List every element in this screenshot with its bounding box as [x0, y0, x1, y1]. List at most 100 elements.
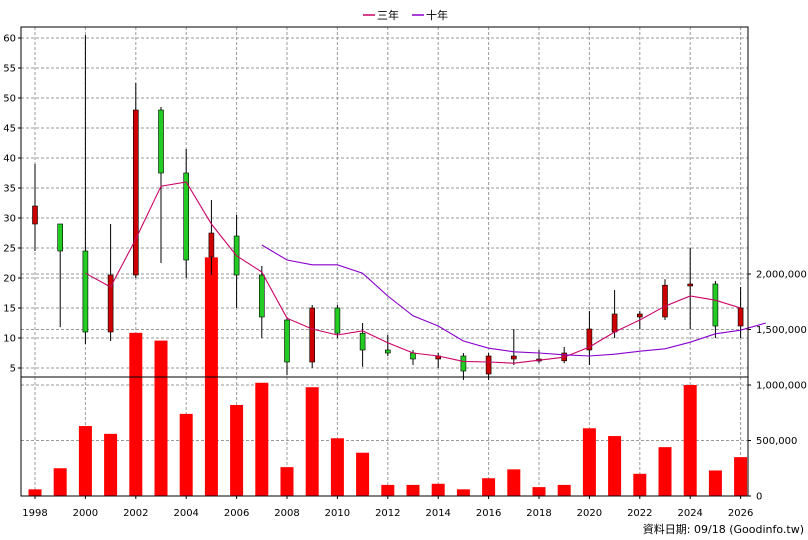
x-tick-label: 2000 [73, 508, 98, 519]
price-tick-label: 50 [3, 94, 16, 105]
volume-bar [683, 385, 697, 496]
x-tick-label: 2022 [627, 508, 652, 519]
x-tick-label: 2018 [526, 508, 551, 519]
candlestick [183, 149, 189, 278]
candle-body-down [384, 349, 391, 354]
volume-bar [280, 467, 294, 496]
grid [21, 27, 748, 496]
x-tick-label: 2014 [425, 508, 450, 519]
volume-bar [482, 478, 496, 496]
candle-body-down [460, 355, 467, 372]
candlestick [586, 311, 593, 365]
volume-bar [431, 483, 445, 496]
volume-bar [255, 382, 269, 496]
data-date-credit: 資料日期: 09/18 (Goodinfo.tw) [643, 522, 804, 536]
volume-bar [381, 484, 395, 496]
volume-bar [104, 433, 118, 496]
x-tick-label: 2010 [325, 508, 350, 519]
price-tick-label: 25 [3, 244, 16, 255]
candle-body-up [636, 313, 643, 318]
candle-body-up [485, 355, 492, 375]
plot-frame [20, 26, 749, 497]
volume-tick-label: 500,000 [756, 436, 797, 447]
candlestick [107, 224, 114, 341]
candlestick [32, 164, 38, 251]
candle-body-up [208, 232, 215, 258]
candlestick [460, 353, 467, 380]
price-tick-label: 5 [10, 364, 16, 375]
price-tick-label: 30 [3, 214, 16, 225]
volume-tick-label: 1,500,000 [756, 325, 807, 336]
price-tick-label: 55 [3, 64, 16, 75]
price-tick-label: 15 [3, 304, 16, 315]
axis-labels: 5 10 15 20 25 30 35 40 45 50 55 60 0 500,000 1,000,000… [3, 34, 807, 520]
price-tick-label: 45 [3, 124, 16, 135]
candlestick [82, 35, 89, 344]
legend-label: 三年 [377, 8, 399, 22]
candlestick [208, 200, 215, 275]
x-tick-label: 2026 [728, 508, 753, 519]
volume-bar [734, 457, 748, 496]
volume-tick-label: 1,000,000 [756, 381, 807, 392]
candlestick [57, 223, 64, 328]
candle-body-up [737, 307, 744, 327]
legend-item: 三年 [363, 8, 399, 22]
candle-body-down [158, 109, 164, 174]
volume-bars [28, 257, 748, 496]
moving-averages [85, 181, 766, 364]
candlestick [510, 329, 517, 365]
candlestick [233, 215, 240, 308]
candle-body-down [334, 307, 341, 334]
volume-bar [406, 484, 420, 496]
x-tick-label: 2008 [274, 508, 299, 519]
candlestick [334, 305, 341, 338]
candlestick [258, 266, 265, 338]
volume-bar [507, 469, 521, 496]
candle-body-down [57, 223, 64, 252]
candle-body-up [687, 283, 694, 287]
volume-bar [230, 404, 244, 496]
price-tick-label: 40 [3, 154, 16, 165]
candle-body-down [284, 319, 290, 363]
candle-body-up [309, 307, 316, 363]
legend: 三年 十年 [363, 8, 448, 22]
candlestick [712, 281, 719, 338]
candle-body-up [586, 328, 593, 351]
x-tick-label: 2004 [173, 508, 198, 519]
x-tick-label: 2024 [677, 508, 702, 519]
candle-body-up [662, 284, 668, 318]
ma-line-ten-year [261, 244, 766, 357]
volume-bar [708, 470, 722, 496]
candle-body-up [611, 313, 618, 333]
volume-bar [633, 473, 647, 496]
volume-bar [28, 489, 42, 496]
x-tick-label: 2020 [577, 508, 602, 519]
price-tick-label: 20 [3, 274, 16, 285]
volume-bar [356, 452, 370, 496]
ma-line-three-year [85, 181, 741, 364]
volume-bar [154, 340, 168, 496]
candlestick [284, 317, 290, 376]
candle-body-up [32, 205, 38, 225]
candle-body-down [712, 283, 719, 327]
candle-body-down [410, 352, 416, 360]
volume-bar [608, 436, 622, 496]
volume-bar [557, 484, 571, 496]
candlestick [158, 107, 164, 263]
volume-bar [658, 447, 672, 496]
candlestick [384, 335, 391, 356]
candle-body-down [183, 172, 189, 261]
x-tick-label: 2006 [224, 508, 249, 519]
x-tick-label: 1998 [22, 508, 47, 519]
price-tick-label: 60 [3, 34, 16, 45]
candle-body-down [258, 274, 265, 318]
x-tick-label: 2016 [476, 508, 501, 519]
x-tick-label: 2012 [375, 508, 400, 519]
candlestick [485, 353, 492, 380]
volume-bar [532, 487, 546, 496]
volume-bar [330, 438, 344, 496]
candlesticks [32, 35, 744, 380]
volume-bar [78, 426, 92, 496]
candle-body-up [510, 355, 517, 360]
